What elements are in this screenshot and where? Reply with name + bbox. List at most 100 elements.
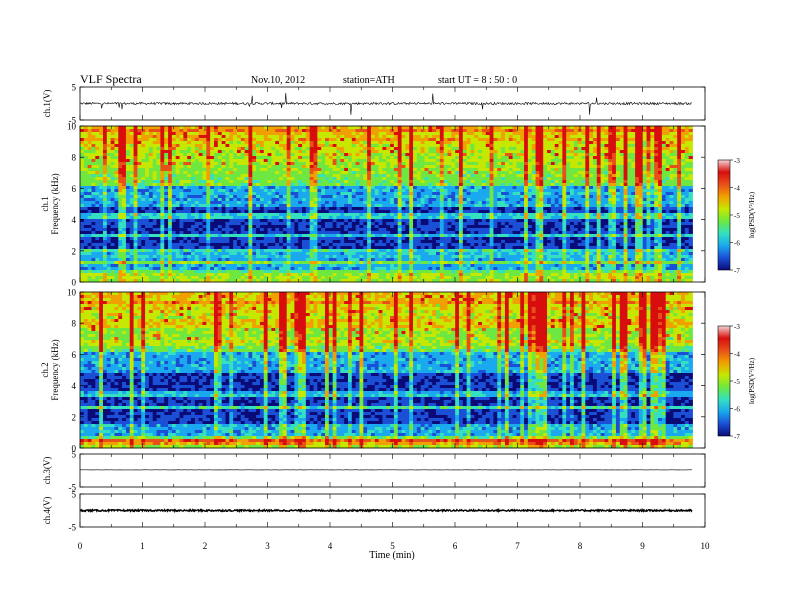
spectrogram-cell [554,213,559,217]
spectrogram-cell [175,141,180,145]
spectrogram-cell [409,144,414,148]
spectrogram-cell [681,126,686,130]
spectrogram-cell [271,153,276,157]
spectrogram-cell [386,189,391,193]
spectrogram-cell [99,135,104,139]
spectrogram-cell [489,168,494,172]
spectrogram-cell [443,186,448,190]
spectrogram-cell [374,144,379,148]
spectrogram-cell [233,207,238,211]
spectrogram-cell [290,177,295,181]
spectrogram-cell [474,129,479,133]
spectrogram-cell [684,186,690,190]
spectrogram-cell [661,183,667,187]
spectrogram-cell [325,201,330,205]
spectrogram-cell [658,144,663,148]
spectrogram-cell [248,141,253,145]
spectrogram-cell [125,165,131,169]
spectrogram-cell [367,180,372,184]
spectrogram-cell [501,144,506,148]
spectrogram-cell [589,183,594,187]
spectrogram-cell [393,216,399,220]
spectrogram-cell [508,198,513,202]
spectrogram-cell [271,150,276,154]
spectrogram-cell [194,141,200,145]
spectrogram-cell [313,195,318,199]
spectrogram-cell [286,141,291,145]
spectrogram-cell [393,132,399,136]
spectrogram-cell [612,156,617,160]
spectrogram-cell [160,213,165,217]
spectrogram-cell [221,129,226,133]
spectrogram-cell [271,198,276,202]
spectrogram-cell [137,216,142,220]
spectrogram-cell [566,138,571,142]
spectrogram-cell [317,141,322,145]
spectrogram-cell [397,171,402,175]
spectrogram-cell [275,186,280,190]
spectrogram-cell [554,129,559,133]
spectrogram-cell [669,162,674,166]
spectrogram-cell [282,141,288,145]
spectrogram-cell [592,150,598,154]
spectrogram-cell [198,141,203,145]
spectrogram-cell [236,174,242,178]
spectrogram-cell [347,186,353,190]
spectrogram-cell [340,210,345,214]
spectrogram-cell [179,204,184,208]
spectrogram-cell [451,189,456,193]
spectrogram-cell [106,192,112,196]
spectrogram-cell [401,210,406,214]
spectrogram-cell [233,147,238,151]
spectrogram-cell [133,138,138,142]
spectrogram-cell [520,150,525,154]
spectrogram-cell [600,186,605,190]
spectrogram-cell [370,198,376,202]
spectrogram-cell [596,150,602,154]
spectrogram-cell [424,213,429,217]
spectrogram-cell [263,183,268,187]
spectrogram-cell [397,207,402,211]
spectrogram-cell [148,201,154,205]
spectrogram-cell [99,129,104,133]
spectrogram-cell [585,156,590,160]
spectrogram-cell [681,153,686,157]
spectrogram-cell [286,210,291,214]
spectrogram-cell [80,141,85,145]
spectrogram-cell [102,210,108,214]
spectrogram-cell [221,216,226,220]
spectrogram-cell [187,159,192,163]
spectrogram-cell [378,168,383,172]
spectrogram-cell [570,207,575,211]
spectrogram-cell [661,201,667,205]
spectrogram-cell [244,189,249,193]
spectrogram-cell [432,210,437,214]
spectrogram-cell [554,174,559,178]
spectrogram-cell [570,210,575,214]
spectrogram-cell [282,192,288,196]
spectrogram-cell [570,159,575,163]
spectrogram-cell [374,153,379,157]
spectrogram-cell [627,189,632,193]
spectrogram-cell [592,138,598,142]
spectrogram-cell [619,183,624,187]
spectrogram-cell [95,204,100,208]
spectrogram-cell [106,126,112,130]
spectrogram-cell [458,132,464,136]
spectrogram-cell [286,177,291,181]
spectrogram-cell [554,159,559,163]
spectrogram-cell [217,159,223,163]
spectrogram-cell [531,210,536,214]
spectrogram-cell [681,195,686,199]
spectrogram-cell [661,132,667,136]
spectrogram-cell [592,207,598,211]
spectrogram-cell [83,195,89,199]
spectrogram-cell [416,204,422,208]
spectrogram-cell [673,192,678,196]
spectrogram-cell [125,216,131,220]
spectrogram-cell [248,162,253,166]
spectrogram-cell [175,216,180,220]
spectrogram-cell [470,210,475,214]
spectrogram-cell [252,153,257,157]
spectrogram-cell [355,168,360,172]
